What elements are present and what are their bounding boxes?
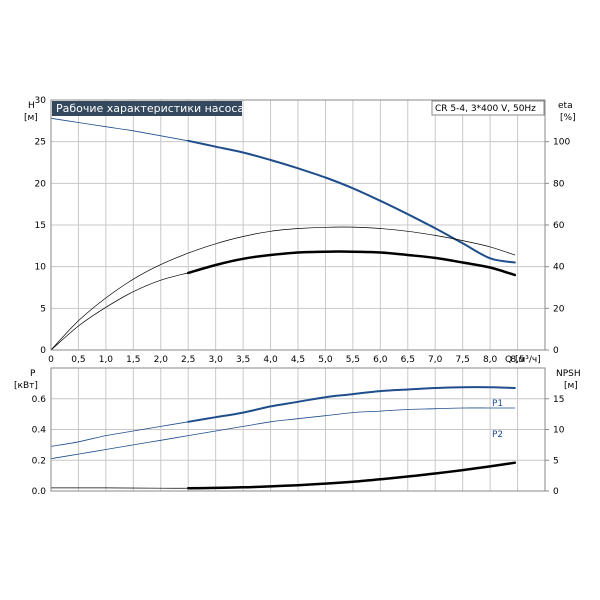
x-tick-label: 1,5: [126, 355, 140, 365]
series-label-p1: P1: [492, 399, 503, 409]
x-tick-label: 5,0: [318, 355, 333, 365]
series-line-bottom-4: [186, 461, 517, 490]
y2-tick-label: 80: [553, 179, 565, 189]
pump-info-box: [431, 100, 545, 116]
series-line-top-4: [186, 250, 517, 277]
y-tick-label: 0.0: [32, 487, 47, 497]
y-tick-label: 0.4: [32, 426, 47, 436]
npsh-axis-label: NPSH: [556, 369, 581, 379]
flow-axis-label: Q [м³/ч]: [505, 355, 541, 365]
bottom-plot-frame: [50, 367, 546, 492]
x-tick-label: 8,5: [510, 355, 524, 365]
series-line-top-3: [50, 272, 189, 351]
x-tick-label: 6,0: [373, 355, 388, 365]
y-tick-label: 30: [35, 96, 47, 106]
x-tick-label: 3,0: [209, 355, 224, 365]
series-line-top-2: [50, 226, 516, 351]
series-line-bottom-0: [50, 421, 189, 447]
y-tick-label: 0.6: [32, 395, 47, 405]
tick-labels: 0 0,5 1,0 1,5 2,0 2,5 3,0 3,5 4,0 4,5 5,0 5,5 6,0 6,5…: [32, 96, 571, 497]
eta-axis-unit: [%]: [560, 113, 576, 123]
x-tick-label: 0,5: [71, 355, 85, 365]
x-tick-label: 8,0: [483, 355, 498, 365]
power-axis-unit: [кВт]: [14, 381, 38, 391]
y2-tick-label: 5: [553, 456, 559, 466]
top-plot-frame: [50, 99, 546, 351]
x-tick-label: 7,0: [428, 355, 443, 365]
y2-tick-label: 100: [553, 138, 570, 148]
x-tick-label: 6,5: [401, 355, 415, 365]
y2-tick-label: 60: [553, 221, 565, 231]
series-label-p2: P2: [492, 430, 503, 440]
y2-tick-label: 10: [553, 426, 565, 436]
series-line-bottom-2: [50, 407, 516, 460]
title-background: [52, 101, 242, 116]
series-line-top-1: [187, 139, 516, 264]
head-axis-label: H: [28, 101, 35, 111]
x-tick-label: 2,0: [154, 355, 169, 365]
y2-tick-label: 0: [553, 346, 559, 356]
y2-tick-label: 15: [553, 395, 564, 405]
x-tick-label: 0: [48, 355, 54, 365]
y-tick-label: 5: [40, 304, 46, 314]
series-line-bottom-1: [187, 386, 516, 423]
x-tick-label: 2,5: [181, 355, 195, 365]
x-tick-label: 4,5: [291, 355, 305, 365]
y2-tick-label: 0: [553, 487, 559, 497]
x-tick-label: 1,0: [99, 355, 114, 365]
y2-tick-label: 20: [553, 304, 565, 314]
y-tick-label: 15: [35, 221, 46, 231]
curves: [50, 117, 517, 490]
y-tick-label: 10: [35, 263, 47, 273]
top-grid: [51, 99, 549, 351]
y-tick-label: 20: [35, 179, 47, 189]
x-tick-label: 5,5: [346, 355, 360, 365]
head-axis-unit: [м]: [24, 113, 38, 123]
x-tick-label: 7,5: [456, 355, 470, 365]
chart-title: Рабочие характеристики насоса: [56, 102, 244, 115]
y-tick-label: 25: [35, 138, 46, 148]
y-tick-label: 0.2: [32, 456, 46, 466]
power-axis-label: P: [30, 369, 36, 379]
series-line-top-0: [50, 117, 189, 142]
pump-info: CR 5-4, 3*400 V, 50Hz: [435, 104, 536, 114]
eta-axis-label: eta: [558, 101, 573, 111]
x-tick-label: 4,0: [263, 355, 278, 365]
x-tick-label: 3,5: [236, 355, 250, 365]
npsh-axis-unit: [м]: [564, 381, 578, 391]
y-tick-label: 0: [40, 346, 46, 356]
y2-tick-label: 40: [553, 263, 565, 273]
